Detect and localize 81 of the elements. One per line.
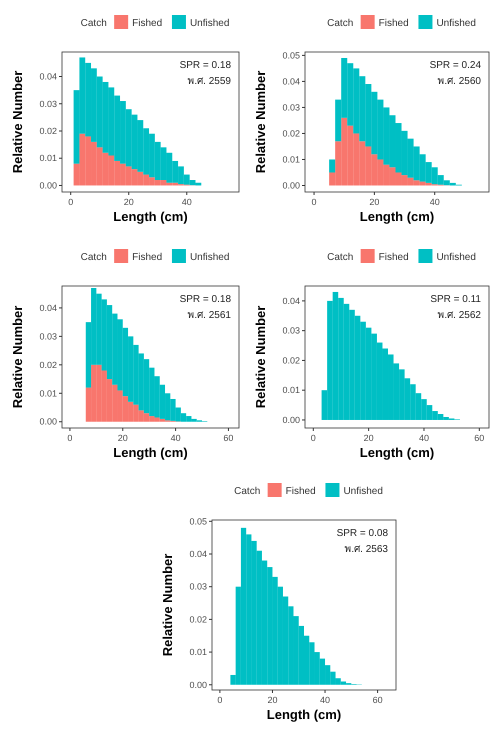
y-tick-label: 0.00: [282, 414, 300, 425]
y-tick-label: 0.00: [39, 180, 57, 190]
y-tick-label: 0.01: [39, 388, 57, 398]
annotation: SPR = 0.11: [430, 294, 482, 305]
legend-label: Fished: [378, 252, 409, 263]
y-tick-label: 0.00: [39, 416, 57, 427]
y-tick-label: 0.02: [39, 360, 57, 370]
x-tick-label: 60: [372, 695, 383, 705]
x-tick-label: 20: [369, 197, 380, 207]
x-tick-label: 40: [170, 433, 181, 443]
x-axis-title: Length (cm): [113, 445, 188, 460]
y-tick-label: 0.05: [282, 50, 300, 60]
x-tick-label: 0: [68, 197, 74, 207]
y-tick-label: 0.01: [189, 647, 207, 658]
y-tick-label: 0.02: [39, 126, 57, 136]
legend-label: Fished: [286, 486, 316, 497]
x-tick-label: 20: [124, 197, 134, 207]
y-tick-label: 0.00: [189, 680, 207, 690]
y-axis-title: Relative Number: [253, 70, 268, 174]
y-tick-label: 0.04: [39, 72, 57, 82]
legend-label: Unfished: [343, 486, 383, 497]
annotation: SPR = 0.24: [430, 60, 482, 71]
y-tick-label: 0.02: [282, 355, 300, 366]
y-axis-title: Relative Number: [10, 306, 25, 408]
x-tick-label: 0: [312, 197, 317, 207]
annotation: พ.ศ. 2559: [187, 76, 232, 87]
annotation: พ.ศ. 2563: [344, 544, 388, 555]
legend-label: Unfished: [190, 252, 230, 263]
y-tick-label: 0.00: [282, 180, 300, 190]
x-axis-title: Length (cm): [360, 445, 434, 460]
x-axis-title: Length (cm): [113, 209, 188, 224]
y-tick-label: 0.04: [39, 302, 57, 313]
x-tick-label: 20: [118, 433, 128, 443]
annotation: พ.ศ. 2560: [437, 76, 482, 87]
x-axis-title: Length (cm): [266, 707, 342, 722]
y-tick-label: 0.04: [282, 296, 300, 306]
x-tick-label: 40: [320, 695, 330, 705]
x-tick-label: 60: [474, 433, 484, 443]
y-tick-label: 0.01: [282, 154, 300, 164]
legend-label: Fished: [132, 252, 162, 263]
y-tick-label: 0.04: [189, 549, 207, 559]
legend-label: Unfished: [190, 18, 230, 29]
y-tick-label: 0.03: [282, 102, 300, 112]
annotation: SPR = 0.18: [180, 294, 232, 305]
x-tick-label: 60: [223, 433, 234, 443]
y-axis-title: Relative Number: [160, 554, 175, 656]
legend-title: Catch: [327, 18, 354, 29]
x-tick-label: 40: [418, 433, 429, 443]
y-tick-label: 0.04: [282, 76, 300, 86]
legend-label: Unfished: [436, 252, 476, 263]
legend-title: Catch: [234, 486, 260, 497]
annotation: พ.ศ. 2561: [187, 310, 232, 321]
x-tick-label: 0: [217, 695, 222, 705]
bar: [329, 159, 336, 172]
y-tick-label: 0.05: [189, 516, 207, 526]
legend-label: Fished: [132, 18, 162, 29]
y-tick-label: 0.02: [282, 128, 300, 138]
y-axis-title: Relative Number: [253, 306, 268, 408]
x-tick-label: 20: [267, 695, 278, 705]
y-tick-label: 0.03: [39, 98, 57, 109]
x-axis-title: Length (cm): [360, 209, 434, 224]
legend-label: Unfished: [436, 18, 476, 29]
y-tick-label: 0.01: [39, 153, 57, 164]
y-tick-label: 0.03: [39, 331, 57, 342]
x-tick-label: 40: [182, 197, 192, 207]
annotation: SPR = 0.18: [180, 60, 232, 71]
y-tick-label: 0.03: [189, 582, 207, 592]
y-tick-label: 0.01: [282, 385, 300, 396]
x-tick-label: 0: [310, 433, 316, 443]
legend-title: Catch: [327, 252, 354, 263]
x-tick-label: 20: [364, 433, 374, 443]
legend-title: Catch: [80, 18, 107, 29]
legend-title: Catch: [80, 252, 107, 263]
y-tick-label: 0.02: [189, 614, 207, 624]
x-tick-label: 0: [67, 433, 72, 443]
y-axis-title: Relative Number: [10, 70, 25, 174]
y-tick-label: 0.03: [282, 326, 300, 336]
annotation: SPR = 0.08: [336, 528, 388, 539]
annotation: พ.ศ. 2562: [437, 310, 482, 321]
x-tick-label: 40: [430, 197, 440, 207]
legend-label: Fished: [378, 18, 409, 29]
